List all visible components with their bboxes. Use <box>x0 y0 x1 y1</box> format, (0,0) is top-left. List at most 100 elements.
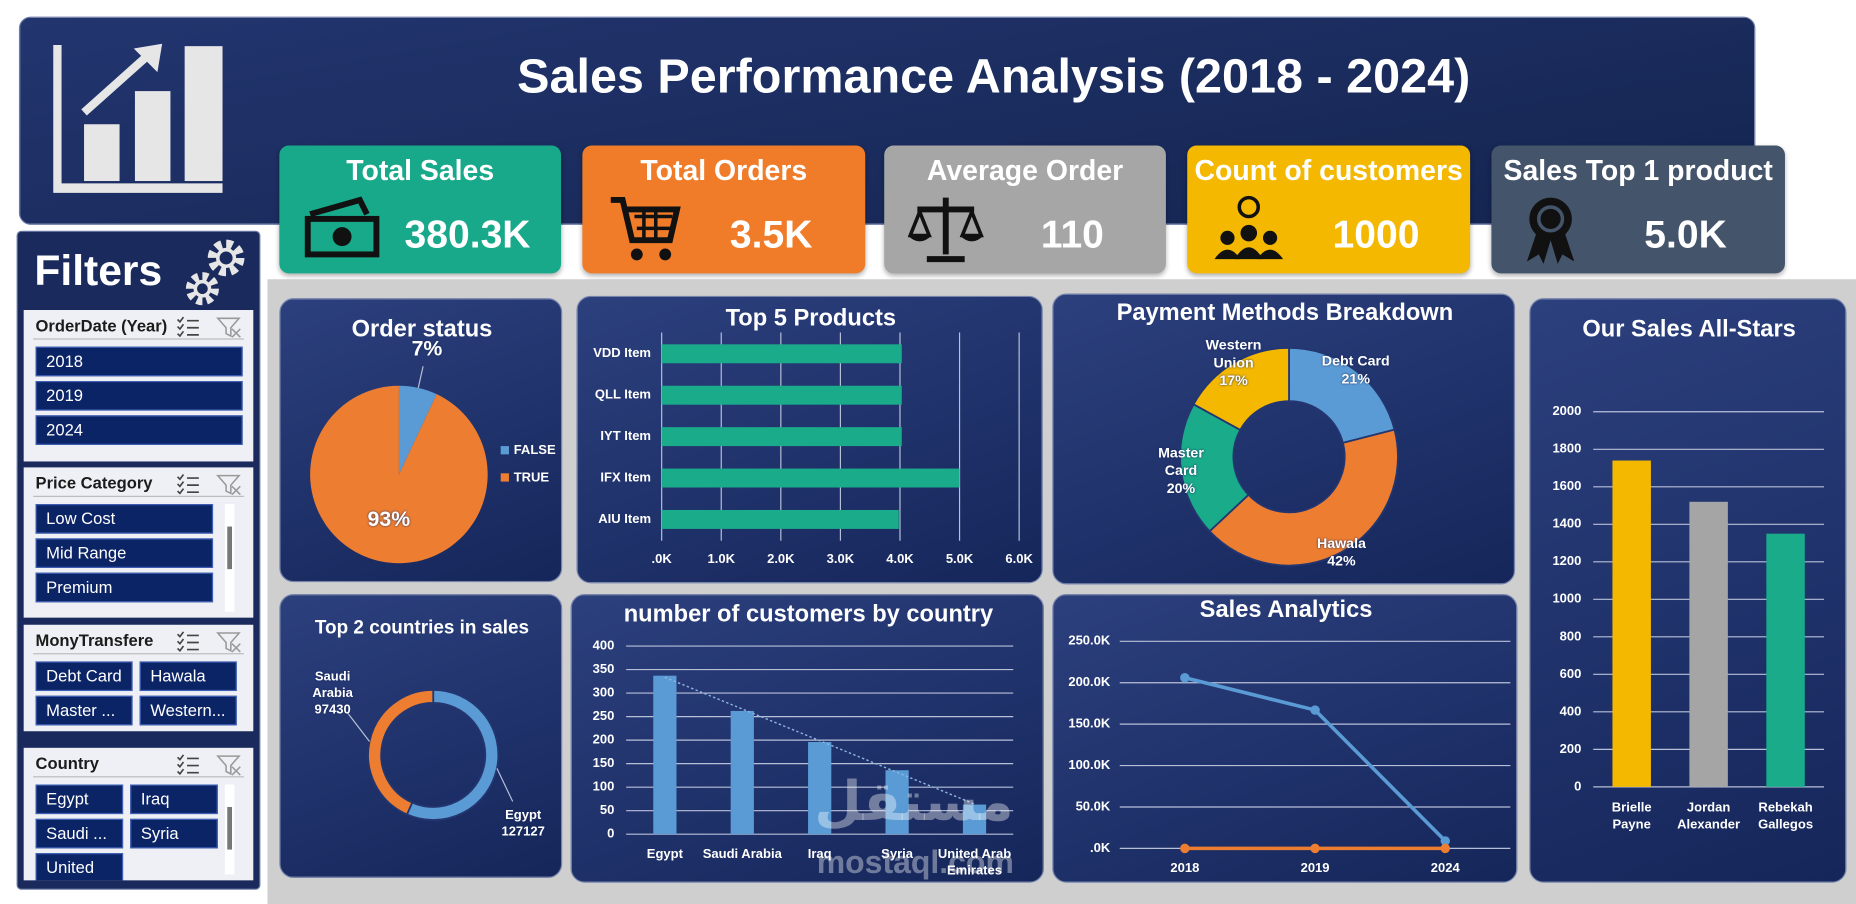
slicer-item[interactable]: 2018 <box>35 346 243 377</box>
slicer-item[interactable]: United <box>35 853 124 881</box>
data-label: 93% <box>367 507 411 531</box>
bar <box>653 675 677 835</box>
slicer-divider <box>33 495 244 497</box>
y-tick-label: 600 <box>1560 666 1582 681</box>
slicer-item[interactable]: Saudi ... <box>35 818 124 849</box>
x-tick-label: .0K <box>652 551 673 566</box>
kpi-icon <box>610 197 681 261</box>
data-label-group: Saudi Arabia 97430 <box>297 669 368 719</box>
kpi-card: Total Orders 3.5K <box>582 145 866 274</box>
category-label: Debt Card <box>1321 352 1390 370</box>
slicer-divider <box>33 776 244 778</box>
bar <box>730 710 754 835</box>
slicer-item[interactable]: Iraq <box>130 784 218 815</box>
chart: Top 2 countries in sales <box>315 617 529 821</box>
chart-panel: Top 2 countries in sales Egypt 127127 Saudi… <box>279 593 563 878</box>
slicer-item[interactable]: Master ... <box>35 695 133 726</box>
y-tick-label: VDD Item <box>593 345 651 360</box>
x-tick-label: 2018 <box>1170 860 1199 875</box>
pie-slice <box>310 385 488 564</box>
legend-label: TRUE <box>514 469 550 484</box>
logo-icon <box>53 43 223 193</box>
line-series <box>1184 676 1447 843</box>
chart-title: Top 2 countries in sales <box>315 617 529 638</box>
kpi-card: Total Sales 380.3K <box>279 145 562 274</box>
slicer-item[interactable]: Low Cost <box>35 504 214 534</box>
pie-slice <box>398 385 437 475</box>
y-tick-label: 0 <box>607 826 614 841</box>
data-label: 17% <box>1219 371 1248 389</box>
kpi-value: 3.5K <box>729 211 813 256</box>
data-label-group: 93% <box>367 507 410 532</box>
trendline <box>664 676 975 805</box>
chart: Top 5 Products .0K 1.0K 2.0K 3.0K 4.0K 5.0K 6.0… <box>593 306 1033 566</box>
bar <box>808 742 832 835</box>
x-tick-label: United Arab Emirates <box>937 847 1012 878</box>
bar <box>885 770 909 835</box>
y-tick-label: 150.0K <box>1068 716 1111 731</box>
y-tick-label: 350 <box>593 661 615 676</box>
kpi-value: 380.3K <box>404 211 531 256</box>
category-label: Western Union <box>1205 336 1262 371</box>
line-marker <box>1310 843 1320 854</box>
slicer-item[interactable]: Debt Card <box>35 661 133 692</box>
data-label-group: Western Union 17% <box>1196 336 1272 389</box>
kpi-card: Average Order 110 <box>884 145 1166 274</box>
x-tick-label: 2.0K <box>767 551 795 566</box>
kpi-value: 1000 <box>1332 211 1420 256</box>
gears-icon <box>185 239 245 306</box>
line-marker <box>1180 843 1190 854</box>
line-marker <box>1180 673 1190 683</box>
data-label: 20% <box>1166 479 1196 496</box>
slicer-item[interactable]: Hawala <box>139 661 237 692</box>
slicer-item[interactable]: Egypt <box>35 784 124 815</box>
chart-panel: Our Sales All-Stars 0 200 400 600 800 1000 1200… <box>1529 298 1847 883</box>
kpi-icon <box>1214 195 1284 260</box>
x-tick-label: 1.0K <box>708 551 736 566</box>
chart-title: Top 5 Products <box>726 306 896 332</box>
slicer-icons <box>176 631 241 653</box>
slicer-item[interactable]: 2024 <box>35 415 243 445</box>
filters-title: Filters <box>34 246 163 295</box>
slicer: MonyTransfere Debt Card Hawala Master ... We… <box>23 624 254 732</box>
y-tick-label: 100 <box>593 779 615 794</box>
category-label: Master Card <box>1158 443 1204 479</box>
x-tick-label: 2024 <box>1431 860 1461 875</box>
slicer-item[interactable]: Premium <box>35 572 214 603</box>
y-tick-label: 1000 <box>1552 591 1581 606</box>
x-tick-label: Iraq <box>807 847 832 862</box>
data-label: 7% <box>411 336 443 361</box>
bar <box>661 385 902 405</box>
slicer-item[interactable]: Mid Range <box>35 538 214 568</box>
x-tick-label: Jordan Alexander <box>1677 801 1741 832</box>
chart-title: Sales Analytics <box>1200 597 1373 623</box>
leader-line <box>417 366 424 389</box>
category-label: Egypt <box>505 808 542 823</box>
chart: Order status FALSE TRUE <box>310 316 556 564</box>
y-tick-label: 2000 <box>1552 403 1581 418</box>
slicer-item[interactable]: 2019 <box>35 381 243 411</box>
chart: number of customers by country 0 50 100 150 2… <box>593 602 1014 841</box>
data-label: 97430 <box>314 702 351 718</box>
dashboard-title: Sales Performance Analysis (2018 - 2024) <box>517 48 1471 103</box>
y-tick-label: 300 <box>593 685 615 700</box>
slicer-title: Country <box>35 753 100 773</box>
slicer-title: Price Category <box>35 473 153 493</box>
leader-line <box>346 712 370 742</box>
kpi-value: 110 <box>1040 211 1104 256</box>
slicer-item[interactable]: Western... <box>139 695 237 726</box>
chart-title: number of customers by country <box>624 602 994 628</box>
scrollbar-thumb <box>227 526 232 570</box>
y-tick-label: QLL Item <box>595 387 651 402</box>
data-label-group: Egypt 127127 <box>488 807 559 840</box>
legend-swatch <box>500 446 509 455</box>
y-tick-label: 1400 <box>1552 516 1581 531</box>
chart-panel: number of customers by country 0 50 100 150 2… <box>570 593 1044 883</box>
y-tick-label: 200 <box>1560 741 1582 756</box>
x-tick-label: Syria <box>881 847 914 862</box>
bar <box>661 427 902 447</box>
x-tick-label: Rebekah Gallegos <box>1758 801 1814 832</box>
slicer-item[interactable]: Syria <box>130 818 218 849</box>
